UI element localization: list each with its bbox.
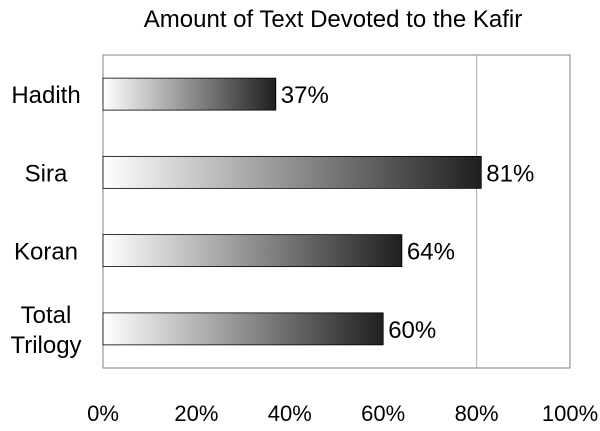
x-axis-ticks: 0% 20% 40% 60% 80% 100%	[87, 401, 598, 426]
category-label: Koran	[14, 239, 78, 266]
data-label: 60%	[388, 317, 436, 344]
bars	[102, 77, 482, 346]
category-label: Sira	[25, 160, 68, 187]
category-label: Hadith	[11, 82, 80, 109]
data-labels: 37% 81% 64% 60%	[281, 82, 535, 344]
x-tick-label: 0%	[87, 401, 119, 426]
x-tick-label: 20%	[174, 401, 218, 426]
bar-sira	[102, 155, 482, 189]
x-tick-label: 100%	[542, 401, 598, 426]
x-tick-label: 80%	[455, 401, 499, 426]
category-labels: Hadith Sira Koran Total Trilogy	[10, 82, 81, 359]
data-label: 37%	[281, 82, 329, 109]
x-tick-label: 40%	[268, 401, 312, 426]
bar-hadith	[102, 77, 277, 111]
data-label: 81%	[486, 160, 534, 187]
bar-koran	[102, 234, 403, 268]
bar-total-trilogy	[102, 312, 384, 346]
x-tick-label: 60%	[361, 401, 405, 426]
data-label: 64%	[407, 239, 455, 266]
chart-title: Amount of Text Devoted to the Kafir	[144, 6, 522, 33]
category-label: Total Trilogy	[10, 302, 81, 359]
